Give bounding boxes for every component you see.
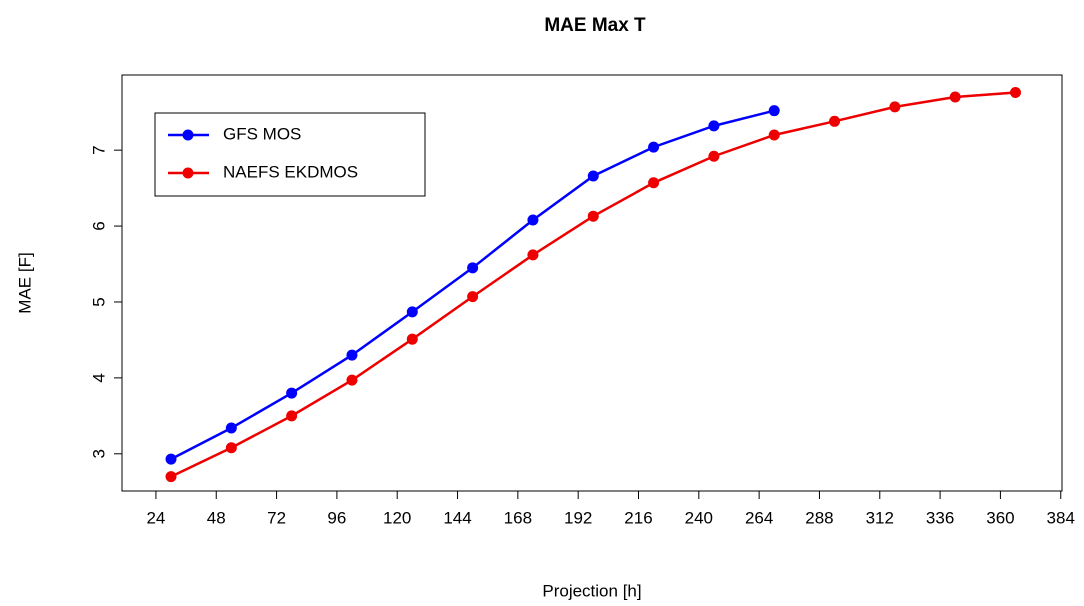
data-point xyxy=(949,91,961,103)
data-point xyxy=(587,170,599,182)
data-point xyxy=(165,453,177,465)
data-point xyxy=(768,129,780,141)
data-point xyxy=(648,141,660,153)
x-tick-label: 312 xyxy=(866,508,894,527)
x-tick-label: 168 xyxy=(504,508,532,527)
data-point xyxy=(648,177,660,189)
x-tick-label: 120 xyxy=(383,508,411,527)
data-point xyxy=(708,150,720,162)
legend-marker xyxy=(182,167,194,179)
legend-label: GFS MOS xyxy=(223,124,301,143)
data-point xyxy=(406,306,418,318)
data-point xyxy=(467,262,479,274)
y-tick-label: 5 xyxy=(89,297,108,306)
x-tick-label: 96 xyxy=(327,508,346,527)
data-point xyxy=(225,442,237,454)
data-point xyxy=(225,422,237,434)
data-point xyxy=(286,387,298,399)
data-point xyxy=(346,374,358,386)
y-tick-label: 7 xyxy=(89,145,108,154)
x-tick-label: 288 xyxy=(805,508,833,527)
legend-label: NAEFS EKDMOS xyxy=(223,162,358,181)
data-point xyxy=(708,120,720,132)
y-tick-label: 6 xyxy=(89,221,108,230)
plot-frame xyxy=(121,74,1063,492)
y-tick-label: 3 xyxy=(89,449,108,458)
legend-box xyxy=(154,112,426,197)
x-tick-label: 264 xyxy=(745,508,773,527)
x-tick-label: 216 xyxy=(624,508,652,527)
y-tick-label: 4 xyxy=(89,373,108,382)
data-point xyxy=(829,115,841,127)
data-point xyxy=(889,101,901,113)
x-tick-label: 336 xyxy=(926,508,954,527)
legend-marker xyxy=(182,129,194,141)
x-tick-label: 360 xyxy=(986,508,1014,527)
data-point xyxy=(406,333,418,345)
data-point xyxy=(768,105,780,117)
data-point xyxy=(587,210,599,222)
x-tick-label: 240 xyxy=(685,508,713,527)
data-point xyxy=(467,291,479,303)
y-axis-label: MAE [F] xyxy=(15,252,34,313)
data-point xyxy=(165,471,177,483)
x-tick-label: 384 xyxy=(1047,508,1075,527)
data-point xyxy=(346,349,358,361)
data-point xyxy=(286,410,298,422)
x-tick-label: 72 xyxy=(267,508,286,527)
x-tick-label: 24 xyxy=(146,508,165,527)
x-tick-label: 144 xyxy=(443,508,471,527)
data-point xyxy=(527,214,539,226)
x-tick-label: 192 xyxy=(564,508,592,527)
data-point xyxy=(527,249,539,261)
data-point xyxy=(1010,86,1022,98)
chart-title: MAE Max T xyxy=(544,15,646,36)
x-axis-label: Projection [h] xyxy=(542,581,641,600)
x-tick-label: 48 xyxy=(207,508,226,527)
